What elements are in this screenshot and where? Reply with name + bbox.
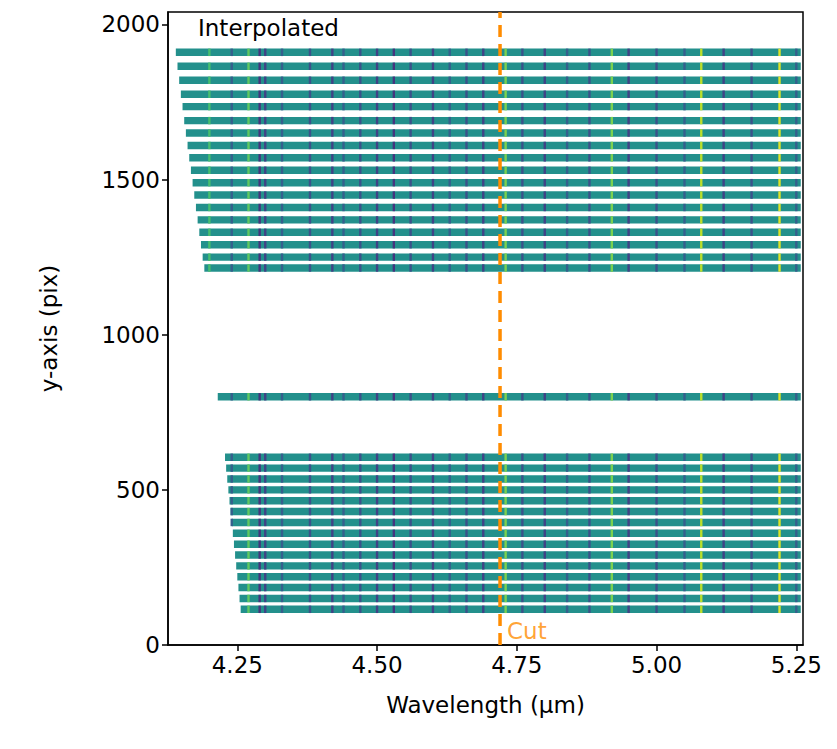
svg-text:0: 0 — [145, 632, 160, 658]
svg-text:2000: 2000 — [101, 11, 160, 37]
svg-text:y-axis (pix): y-axis (pix) — [36, 265, 62, 392]
svg-text:5.25: 5.25 — [771, 652, 822, 678]
svg-text:5.00: 5.00 — [631, 652, 682, 678]
svg-text:4.50: 4.50 — [351, 652, 402, 678]
svg-text:4.25: 4.25 — [212, 652, 263, 678]
svg-text:500: 500 — [116, 477, 160, 503]
svg-text:Wavelength (μm): Wavelength (μm) — [386, 692, 585, 718]
svg-text:1500: 1500 — [101, 167, 160, 193]
svg-text:1000: 1000 — [101, 322, 160, 348]
svg-text:4.75: 4.75 — [491, 652, 542, 678]
svg-text:Interpolated: Interpolated — [198, 15, 339, 41]
svg-text:Cut: Cut — [507, 618, 547, 644]
